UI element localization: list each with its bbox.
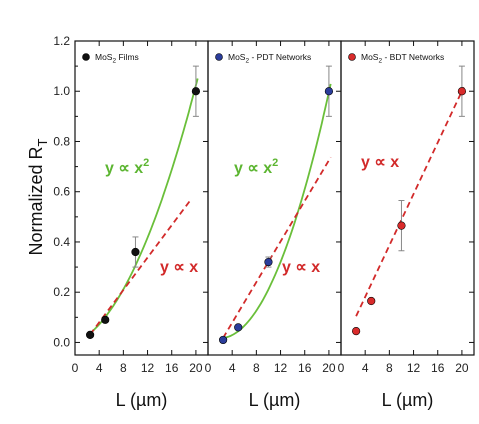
panel-2: 0 4 8 12 16 20 L (µm) MoS2 - PDT Networks y ∝ x2… bbox=[205, 40, 342, 410]
legend: MoS2 - BDT Networks bbox=[348, 52, 444, 65]
x-tick-label: 8 bbox=[120, 361, 127, 375]
y-tick-label: 1.2 bbox=[53, 34, 70, 48]
panel-frame bbox=[207, 40, 342, 356]
y-tick-label: 1.0 bbox=[53, 84, 70, 98]
data-point bbox=[324, 87, 334, 96]
annotation-linear: y ∝ x bbox=[160, 259, 198, 276]
annotation-quadratic: y ∝ x2 bbox=[234, 157, 278, 177]
data-point bbox=[264, 257, 273, 267]
legend-marker bbox=[82, 53, 90, 61]
x-tick-label: 0 bbox=[205, 361, 212, 375]
legend-marker bbox=[348, 53, 356, 61]
panel-frame bbox=[340, 40, 475, 356]
linear-fit-line bbox=[222, 156, 332, 339]
legend: MoS2 Films bbox=[82, 52, 139, 65]
x-tick-label: 16 bbox=[165, 361, 179, 375]
annotation-linear: y ∝ x bbox=[361, 154, 399, 171]
x-tick-label: 8 bbox=[253, 361, 260, 375]
x-tick-label: 12 bbox=[407, 361, 421, 375]
data-point bbox=[191, 87, 201, 96]
x-tick-label: 20 bbox=[455, 361, 469, 375]
y-tick-label: 0.2 bbox=[53, 285, 70, 299]
x-tick-label: 4 bbox=[229, 361, 236, 375]
y-tick-label: 0.0 bbox=[53, 335, 70, 349]
x-tick-label: 20 bbox=[189, 361, 203, 375]
legend: MoS2 - PDT Networks bbox=[215, 52, 311, 65]
y-axis: 0.0 0.2 0.4 0.6 0.8 1.0 1.2 bbox=[53, 34, 80, 349]
x-tick-label: 0 bbox=[338, 361, 345, 375]
data-point bbox=[457, 87, 467, 96]
legend-label: MoS2 - BDT Networks bbox=[361, 52, 444, 65]
x-tick-label: 0 bbox=[72, 361, 79, 375]
quadratic-fit-line bbox=[222, 83, 332, 339]
x-tick-label: 16 bbox=[431, 361, 445, 375]
data-point bbox=[101, 315, 110, 324]
panel-frame bbox=[74, 40, 209, 356]
linear-fit-line bbox=[355, 86, 465, 317]
data-point bbox=[352, 327, 361, 336]
panel-3: 0 4 8 12 16 20 L (µm) MoS2 - BDT Networks y ∝ x bbox=[338, 40, 475, 410]
x-tick-label: 16 bbox=[298, 361, 312, 375]
data-point bbox=[397, 221, 406, 230]
y-tick-label: 0.6 bbox=[53, 185, 70, 199]
legend-label: MoS2 Films bbox=[95, 52, 139, 65]
legend-label: MoS2 - PDT Networks bbox=[228, 52, 311, 65]
data-point bbox=[86, 330, 95, 340]
x-axis-title: L (µm) bbox=[249, 390, 301, 410]
x-tick-label: 4 bbox=[96, 361, 103, 375]
x-tick-label: 12 bbox=[274, 361, 288, 375]
quadratic-fit-line bbox=[89, 78, 199, 335]
x-axis-title: L (µm) bbox=[116, 390, 168, 410]
x-tick-label: 12 bbox=[141, 361, 155, 375]
y-tick-label: 0.8 bbox=[53, 134, 70, 148]
data-point bbox=[367, 296, 376, 306]
y-axis-title: Normalized RT bbox=[26, 138, 50, 255]
y-tick-label: 0.4 bbox=[53, 235, 70, 249]
legend-marker bbox=[215, 53, 223, 61]
x-axis-title: L (µm) bbox=[382, 390, 434, 410]
annotation-quadratic: y ∝ x2 bbox=[105, 157, 149, 177]
data-point bbox=[219, 335, 228, 345]
linear-fit-line bbox=[89, 197, 193, 336]
x-tick-label: 4 bbox=[362, 361, 369, 375]
x-tick-label: 8 bbox=[386, 361, 393, 375]
data-point bbox=[234, 323, 243, 332]
panel-1: 0 4 8 12 16 20 L (µm) MoS2 Films y ∝ x2 y ∝ x bbox=[72, 40, 209, 410]
data-point bbox=[131, 247, 140, 257]
annotation-linear: y ∝ x bbox=[282, 259, 320, 276]
x-tick-label: 20 bbox=[322, 361, 336, 375]
